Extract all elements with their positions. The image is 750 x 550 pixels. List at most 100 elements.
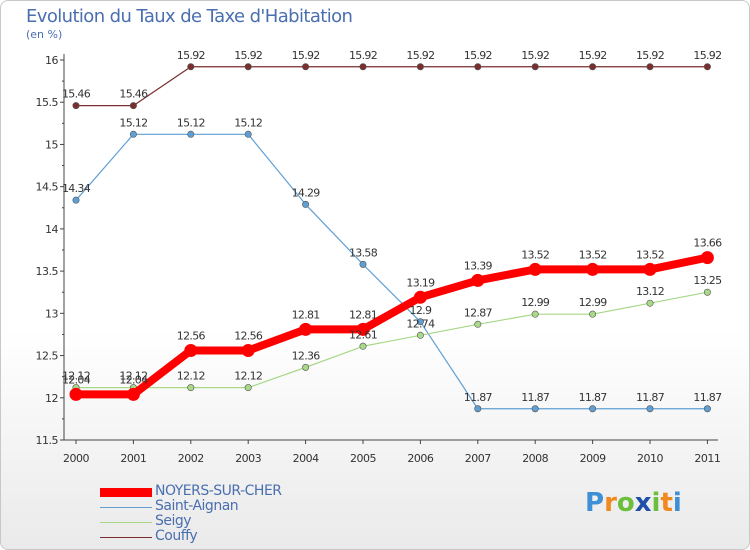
legend-swatch-couffy xyxy=(100,537,152,538)
series-line-couffy xyxy=(76,66,708,107)
data-point-noyers-sur-cher xyxy=(241,343,255,357)
data-label-saint-aignan: 11.87 xyxy=(464,391,493,404)
data-label-saint-aignan: 11.87 xyxy=(521,391,550,404)
x-tick-label: 2000 xyxy=(63,452,89,465)
data-point-saint-aignan xyxy=(129,130,137,138)
axes: 11.5 12 12.5 13 13.5 14 14.5 15 15.5 16 2000 2001 20… xyxy=(36,54,721,465)
data-label-seigy: 12.36 xyxy=(292,349,321,362)
y-tick-label: 15 xyxy=(45,138,58,151)
data-label-saint-aignan: 14.34 xyxy=(62,182,91,195)
logo-letter: r xyxy=(604,488,617,518)
data-label-seigy: 13.12 xyxy=(636,285,664,298)
data-point-couffy xyxy=(703,63,711,71)
proxiti-logo: Proxiti xyxy=(585,488,682,518)
x-tick-label: 2005 xyxy=(350,452,376,465)
legend-label-noyers: NOYERS-SUR-CHER xyxy=(155,483,282,499)
data-point-couffy xyxy=(646,63,654,71)
data-point-noyers-sur-cher xyxy=(471,273,485,287)
logo-letter: x xyxy=(634,488,652,518)
data-point-saint-aignan xyxy=(416,318,424,326)
data-point-couffy xyxy=(129,102,137,110)
legend-label-couffy: Couffy xyxy=(155,528,198,544)
y-tick-label: 14.5 xyxy=(36,181,59,194)
data-point-couffy xyxy=(416,63,424,71)
data-label-noyers-sur-cher: 13.52 xyxy=(521,248,549,261)
series-line-seigy xyxy=(76,291,708,389)
y-tick-label: 11.5 xyxy=(36,434,59,447)
data-point-saint-aignan xyxy=(646,405,654,413)
data-label-saint-aignan: 15.12 xyxy=(234,116,262,129)
data-point-noyers-sur-cher xyxy=(69,387,83,401)
data-point-couffy xyxy=(531,63,539,71)
data-label-noyers-sur-cher: 12.81 xyxy=(292,308,320,321)
data-label-couffy: 15.92 xyxy=(177,49,205,62)
data-label-seigy: 12.61 xyxy=(349,328,377,341)
data-label-noyers-sur-cher: 13.66 xyxy=(693,237,722,250)
data-label-seigy: 12.12 xyxy=(234,370,262,383)
data-label-seigy: 12.12 xyxy=(119,370,147,383)
logo-letter: i xyxy=(651,488,661,518)
data-point-seigy xyxy=(416,331,424,339)
data-label-saint-aignan: 13.58 xyxy=(349,246,378,259)
data-label-noyers-sur-cher: 12.04 xyxy=(62,373,91,386)
data-point-noyers-sur-cher xyxy=(356,322,370,336)
data-labels-layer: 15.46 15.46 15.92 15.92 15.92 15.92 15.92 15.92… xyxy=(62,49,723,404)
data-point-saint-aignan xyxy=(244,130,252,138)
data-label-seigy: 12.12 xyxy=(177,370,205,383)
data-label-saint-aignan: 15.12 xyxy=(119,116,147,129)
data-label-noyers-sur-cher: 12.81 xyxy=(349,308,377,321)
data-label-couffy: 15.92 xyxy=(693,49,721,62)
legend-label-saint-aignan: Saint-Aignan xyxy=(155,498,239,514)
y-tick-label: 12.5 xyxy=(36,350,59,363)
x-tick-label: 2004 xyxy=(293,452,319,465)
data-label-saint-aignan: 11.87 xyxy=(579,391,608,404)
data-label-couffy: 15.92 xyxy=(636,49,664,62)
data-label-seigy: 13.25 xyxy=(693,274,722,287)
data-label-noyers-sur-cher: 13.52 xyxy=(579,248,607,261)
data-point-seigy xyxy=(474,320,482,328)
data-point-seigy xyxy=(531,310,539,318)
logo-letter: o xyxy=(616,488,635,518)
data-point-saint-aignan xyxy=(474,405,482,413)
data-label-saint-aignan: 15.12 xyxy=(177,116,205,129)
data-point-noyers-sur-cher xyxy=(126,387,140,401)
series-line-noyers-sur-cher xyxy=(76,253,709,399)
series-line-saint-aignan xyxy=(75,133,708,410)
y-tick-label: 13 xyxy=(45,307,58,320)
data-label-saint-aignan: 11.87 xyxy=(693,391,722,404)
data-label-couffy: 15.46 xyxy=(62,88,91,101)
x-tick-label: 2010 xyxy=(637,452,663,465)
series-layer xyxy=(69,63,714,413)
data-label-couffy: 15.92 xyxy=(349,49,377,62)
x-tick-label: 2008 xyxy=(522,452,548,465)
data-point-saint-aignan xyxy=(359,260,367,268)
data-label-couffy: 15.46 xyxy=(119,88,148,101)
x-tick-label: 2002 xyxy=(178,452,204,465)
y-tick-label: 12 xyxy=(45,392,58,405)
data-label-saint-aignan: 12.9 xyxy=(410,304,432,317)
data-point-couffy xyxy=(359,63,367,71)
logo-letter: t xyxy=(660,488,673,518)
data-label-noyers-sur-cher: 13.19 xyxy=(406,276,435,289)
data-point-noyers-sur-cher xyxy=(586,262,600,276)
data-label-seigy: 12.87 xyxy=(464,306,493,319)
data-point-couffy xyxy=(474,63,482,71)
data-label-couffy: 15.92 xyxy=(234,49,262,62)
y-tick-label: 16 xyxy=(45,54,58,67)
data-label-couffy: 15.92 xyxy=(292,49,320,62)
x-tick-label: 2009 xyxy=(580,452,606,465)
logo-letter: P xyxy=(585,488,605,518)
data-point-couffy xyxy=(589,63,597,71)
data-point-saint-aignan xyxy=(589,405,597,413)
data-label-seigy: 12.12 xyxy=(62,370,90,383)
data-label-couffy: 15.92 xyxy=(579,49,607,62)
legend-swatch-noyers xyxy=(100,488,152,497)
x-tick-label: 2001 xyxy=(120,452,146,465)
data-label-couffy: 15.92 xyxy=(464,49,492,62)
data-point-couffy xyxy=(302,63,310,71)
data-point-seigy xyxy=(646,299,654,307)
x-tick-label: 2006 xyxy=(407,452,433,465)
y-tick-label: 14 xyxy=(45,223,58,236)
legend-label-seigy: Seigy xyxy=(155,513,192,529)
